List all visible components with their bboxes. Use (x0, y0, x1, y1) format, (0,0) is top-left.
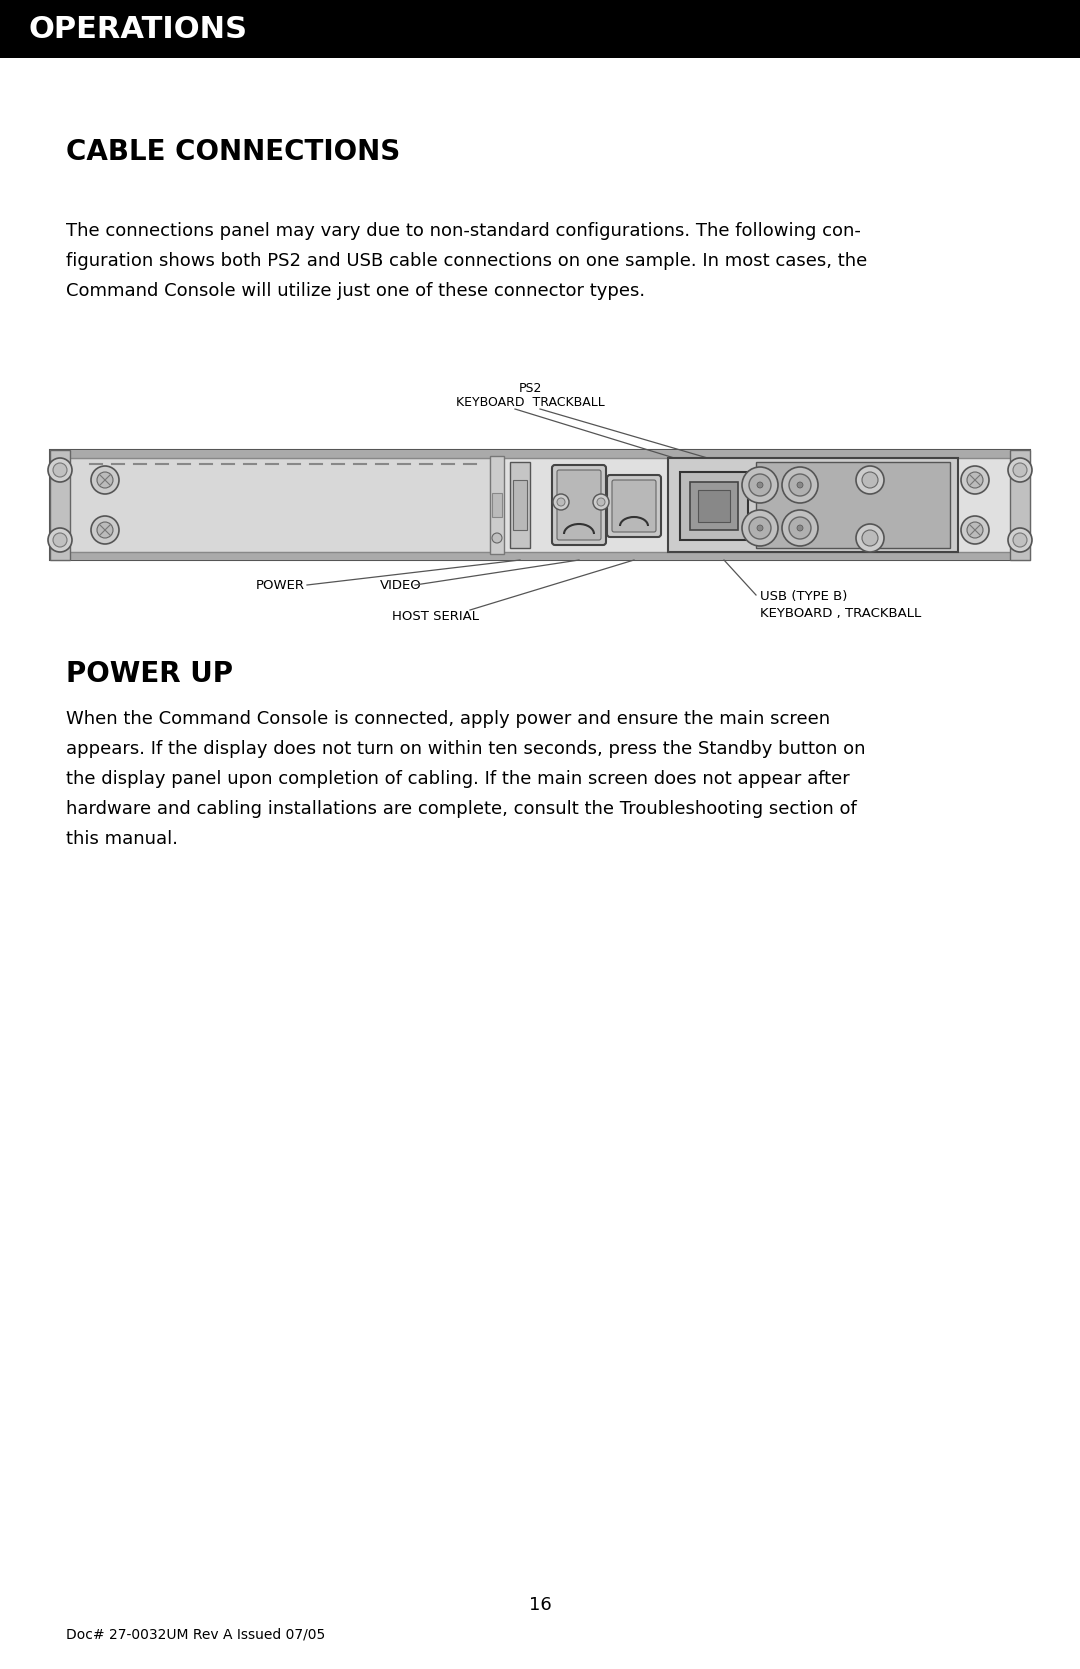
Bar (680, 472, 748, 541)
Bar (50, 552, 1030, 561)
Circle shape (553, 494, 569, 511)
Circle shape (862, 472, 878, 487)
Bar (698, 491, 730, 522)
Circle shape (856, 466, 885, 494)
Circle shape (1013, 532, 1027, 547)
Circle shape (856, 524, 885, 552)
Bar (0, 0, 1080, 58)
Circle shape (53, 462, 67, 477)
Circle shape (97, 522, 113, 537)
Text: the display panel upon completion of cabling. If the main screen does not appear: the display panel upon completion of cab… (66, 769, 850, 788)
Circle shape (48, 527, 72, 552)
Text: PS2: PS2 (518, 382, 542, 396)
Circle shape (797, 482, 804, 487)
Circle shape (797, 526, 804, 531)
Circle shape (782, 511, 818, 546)
Circle shape (750, 474, 771, 496)
Bar (492, 492, 502, 517)
Text: When the Command Console is connected, apply power and ensure the main screen: When the Command Console is connected, a… (66, 709, 831, 728)
Bar (690, 482, 738, 531)
Text: The connections panel may vary due to non-standard configurations. The following: The connections panel may vary due to no… (66, 222, 861, 240)
Text: OPERATIONS: OPERATIONS (28, 15, 247, 43)
Circle shape (53, 532, 67, 547)
Circle shape (91, 516, 119, 544)
FancyBboxPatch shape (607, 476, 661, 537)
Bar (490, 456, 504, 554)
Text: hardware and cabling installations are complete, consult the Troubleshooting sec: hardware and cabling installations are c… (66, 799, 856, 818)
Bar (68, 457, 490, 552)
Text: VIDEO: VIDEO (380, 579, 422, 591)
Circle shape (789, 474, 811, 496)
Circle shape (862, 531, 878, 546)
Bar (50, 451, 70, 561)
Circle shape (782, 467, 818, 502)
Circle shape (757, 482, 762, 487)
Bar (513, 481, 527, 531)
Circle shape (742, 467, 778, 502)
Circle shape (789, 517, 811, 539)
Circle shape (1008, 527, 1032, 552)
Circle shape (961, 466, 989, 494)
Bar (50, 451, 1030, 457)
Text: POWER UP: POWER UP (66, 659, 233, 688)
Text: Command Console will utilize just one of these connector types.: Command Console will utilize just one of… (66, 282, 645, 300)
Text: figuration shows both PS2 and USB cable connections on one sample. In most cases: figuration shows both PS2 and USB cable … (66, 252, 867, 270)
Text: KEYBOARD , TRACKBALL: KEYBOARD , TRACKBALL (760, 608, 921, 619)
Circle shape (492, 532, 502, 542)
FancyBboxPatch shape (552, 466, 606, 546)
Circle shape (742, 511, 778, 546)
Circle shape (757, 526, 762, 531)
Text: POWER: POWER (256, 579, 305, 591)
FancyBboxPatch shape (557, 471, 600, 541)
Circle shape (97, 472, 113, 487)
Circle shape (91, 466, 119, 494)
Bar (50, 451, 1030, 561)
Circle shape (597, 497, 605, 506)
Text: Doc# 27-0032UM Rev A Issued 07/05: Doc# 27-0032UM Rev A Issued 07/05 (66, 1627, 325, 1641)
Circle shape (1008, 457, 1032, 482)
Bar (510, 462, 530, 547)
Circle shape (593, 494, 609, 511)
Bar (756, 462, 950, 547)
Bar (1010, 451, 1030, 561)
Text: KEYBOARD  TRACKBALL: KEYBOARD TRACKBALL (456, 396, 605, 409)
Circle shape (967, 522, 983, 537)
Circle shape (557, 497, 565, 506)
Circle shape (750, 517, 771, 539)
Text: this manual.: this manual. (66, 829, 178, 848)
Text: USB (TYPE B): USB (TYPE B) (760, 591, 848, 603)
Circle shape (48, 457, 72, 482)
Circle shape (961, 516, 989, 544)
FancyBboxPatch shape (612, 481, 656, 532)
Text: appears. If the display does not turn on within ten seconds, press the Standby b: appears. If the display does not turn on… (66, 739, 865, 758)
Circle shape (1013, 462, 1027, 477)
Text: CABLE CONNECTIONS: CABLE CONNECTIONS (66, 139, 401, 165)
Circle shape (967, 472, 983, 487)
Text: 16: 16 (528, 1596, 552, 1614)
Text: HOST SERIAL: HOST SERIAL (391, 609, 478, 623)
Bar (669, 457, 958, 552)
